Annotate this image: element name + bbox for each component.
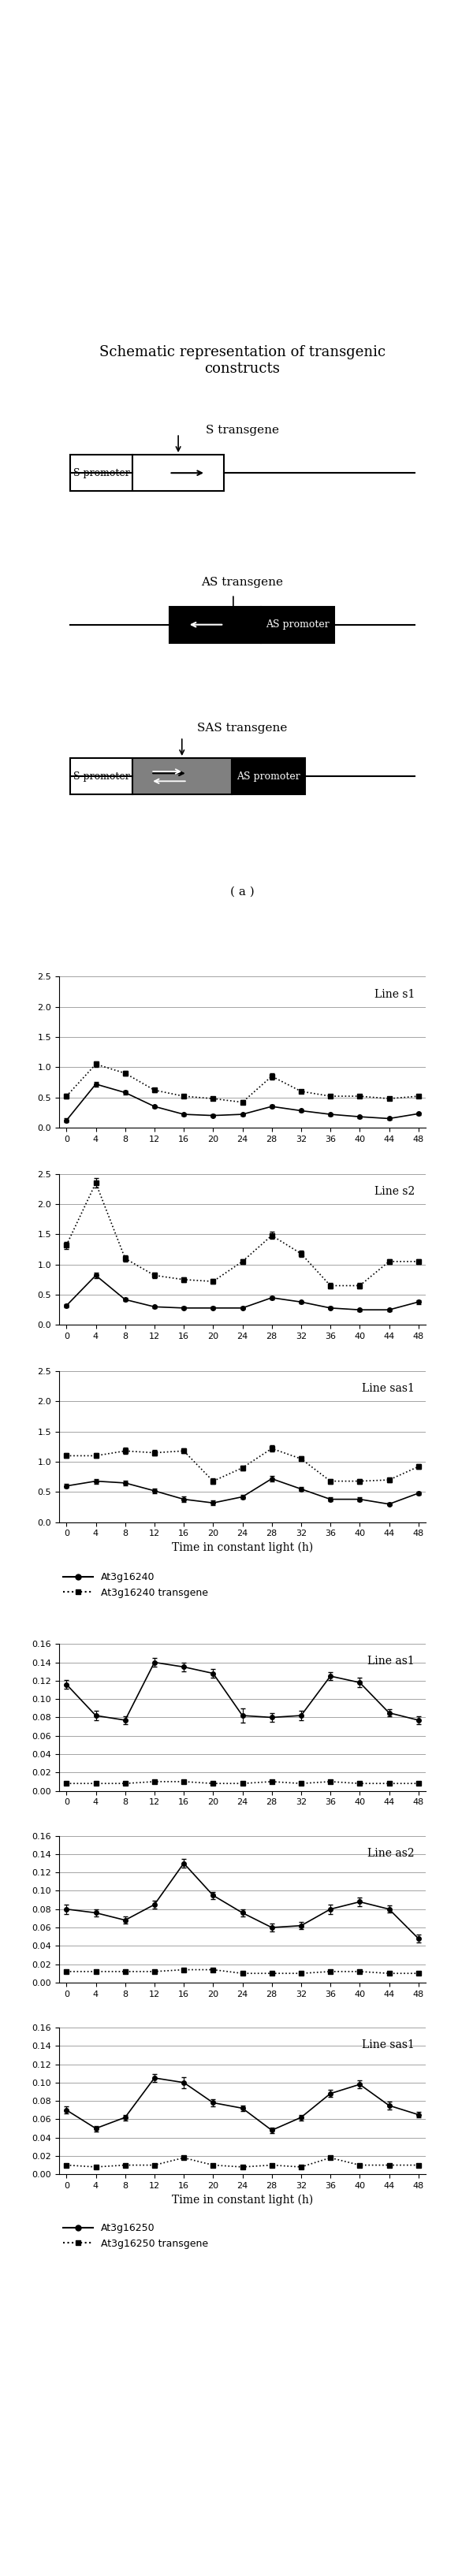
Text: Line sas1: Line sas1 (362, 2040, 415, 2050)
Text: Line s2: Line s2 (374, 1185, 415, 1198)
Text: AS promoter: AS promoter (265, 618, 329, 629)
Bar (132, 456, 224, 492)
Text: S promoter: S promoter (73, 469, 130, 479)
Bar (70, 456, 132, 492)
Text: S promoter: S promoter (73, 770, 130, 781)
Text: Line s1: Line s1 (374, 989, 415, 999)
Text: SAS transgene: SAS transgene (197, 721, 288, 734)
Bar (261, 605, 334, 644)
Bar (70, 757, 132, 793)
Text: S transgene: S transgene (206, 425, 279, 435)
Legend: At3g16240, At3g16240 transgene: At3g16240, At3g16240 transgene (59, 1569, 212, 1602)
Legend: At3g16250, At3g16250 transgene: At3g16250, At3g16250 transgene (59, 2221, 212, 2251)
Text: ( a ): ( a ) (230, 886, 254, 896)
Bar (132, 757, 231, 793)
Text: Line sas1: Line sas1 (362, 1383, 415, 1394)
Bar (169, 605, 261, 644)
Text: Schematic representation of transgenic
constructs: Schematic representation of transgenic c… (99, 345, 385, 376)
Text: Line as1: Line as1 (368, 1656, 415, 1667)
Bar (231, 757, 305, 793)
Text: AS promoter: AS promoter (236, 770, 300, 781)
Text: AS transgene: AS transgene (201, 577, 283, 587)
X-axis label: Time in constant light (h): Time in constant light (h) (172, 2195, 313, 2205)
Text: Line as2: Line as2 (368, 1847, 415, 1857)
X-axis label: Time in constant light (h): Time in constant light (h) (172, 1543, 313, 1553)
